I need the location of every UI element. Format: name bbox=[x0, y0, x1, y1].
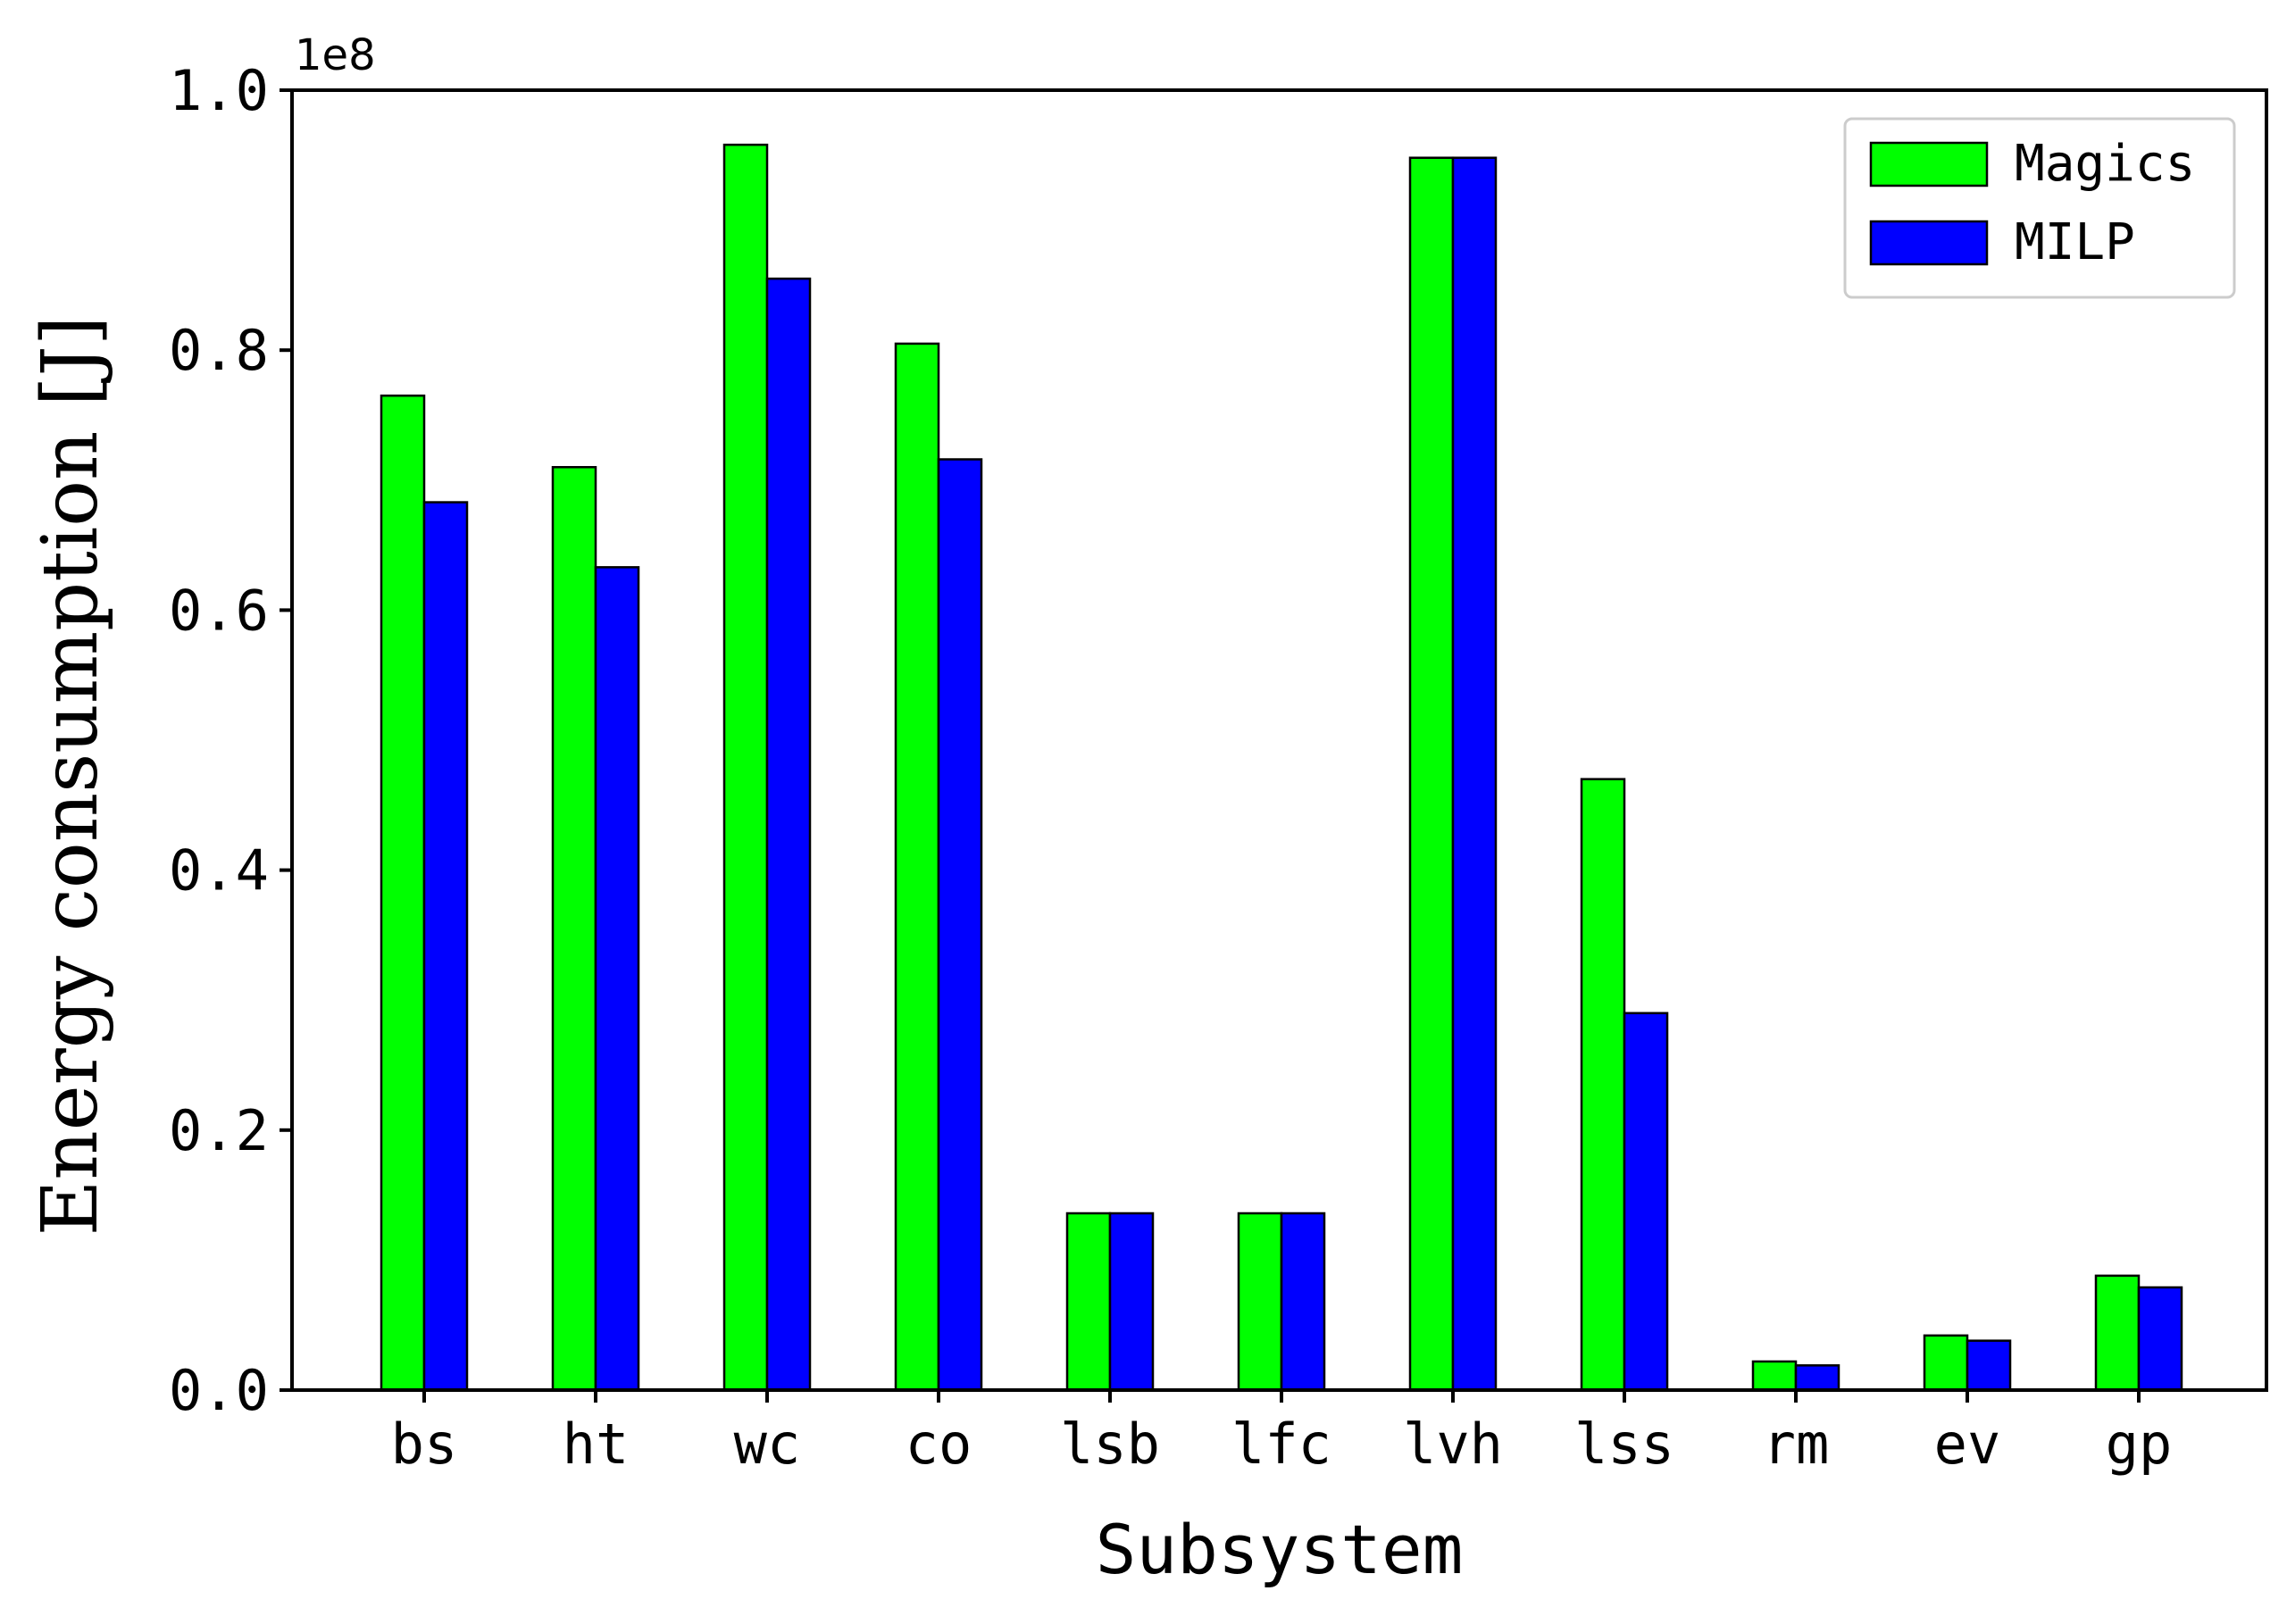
y-tick-label: 1.0 bbox=[169, 58, 269, 123]
bar-magics-lvh bbox=[1408, 156, 1455, 1392]
bars-group bbox=[380, 143, 2183, 1392]
y-tick-label: 0.2 bbox=[169, 1098, 269, 1163]
bar-milp-lss bbox=[1623, 1012, 1669, 1392]
axis-offset-label: 1e8 bbox=[295, 30, 376, 80]
legend: Magics MILP bbox=[1843, 117, 2236, 299]
bar-milp-rm bbox=[1794, 1364, 1840, 1392]
bar-milp-ev bbox=[1966, 1339, 2012, 1392]
x-tick-label-co: co bbox=[906, 1412, 972, 1477]
bar-milp-bs bbox=[422, 501, 469, 1392]
legend-label-milp: MILP bbox=[2015, 213, 2135, 271]
bar-magics-rm bbox=[1751, 1360, 1798, 1392]
x-tick-label-lfc: lfc bbox=[1231, 1412, 1331, 1477]
legend-swatch-milp bbox=[1869, 220, 1989, 266]
bar-milp-lfc bbox=[1280, 1212, 1326, 1392]
x-tick-label-ht: ht bbox=[563, 1412, 630, 1477]
bar-magics-bs bbox=[380, 394, 426, 1392]
bar-magics-wc bbox=[722, 143, 769, 1392]
bar-magics-lsb bbox=[1065, 1212, 1112, 1392]
y-axis-ticks: 0.0 0.2 0.4 0.6 0.8 1.0 bbox=[169, 58, 292, 1423]
bar-magics-ev bbox=[1923, 1334, 1969, 1392]
bar-magics-lss bbox=[1580, 778, 1626, 1392]
bar-milp-co bbox=[937, 458, 983, 1392]
y-axis-label: Energy consumption [J] bbox=[26, 316, 115, 1237]
x-tick-label-gp: gp bbox=[2106, 1412, 2173, 1477]
bar-magics-lfc bbox=[1237, 1212, 1283, 1392]
legend-swatch-magics bbox=[1869, 141, 1989, 187]
x-axis-label: Subsystem bbox=[1096, 1510, 1464, 1589]
y-tick-label: 0.4 bbox=[169, 838, 269, 904]
y-tick-label: 0.6 bbox=[169, 578, 269, 643]
y-tick-label: 0.0 bbox=[169, 1358, 269, 1423]
axes-frame bbox=[290, 88, 2268, 1392]
y-tick-label: 0.8 bbox=[169, 318, 269, 383]
x-tick-label-ev: ev bbox=[1934, 1412, 2001, 1477]
bar-magics-ht bbox=[551, 465, 597, 1392]
bar-milp-lsb bbox=[1108, 1212, 1155, 1392]
x-tick-label-rm: rm bbox=[1763, 1412, 1830, 1477]
bar-milp-ht bbox=[594, 566, 640, 1392]
x-axis-ticks: bs ht wc co lsb lfc lvh lss rm ev gp bbox=[391, 1390, 2173, 1477]
x-tick-label-lsb: lsb bbox=[1060, 1412, 1160, 1477]
bar-milp-wc bbox=[765, 277, 812, 1392]
x-tick-label-lss: lss bbox=[1574, 1412, 1674, 1477]
bar-magics-co bbox=[894, 342, 940, 1392]
x-tick-label-lvh: lvh bbox=[1403, 1412, 1503, 1477]
bar-milp-lvh bbox=[1451, 156, 1498, 1392]
bar-milp-gp bbox=[2137, 1286, 2183, 1392]
x-tick-label-wc: wc bbox=[734, 1412, 801, 1477]
bar-magics-gp bbox=[2094, 1274, 2141, 1392]
legend-label-magics: Magics bbox=[2015, 135, 2195, 193]
x-tick-label-bs: bs bbox=[391, 1412, 458, 1477]
